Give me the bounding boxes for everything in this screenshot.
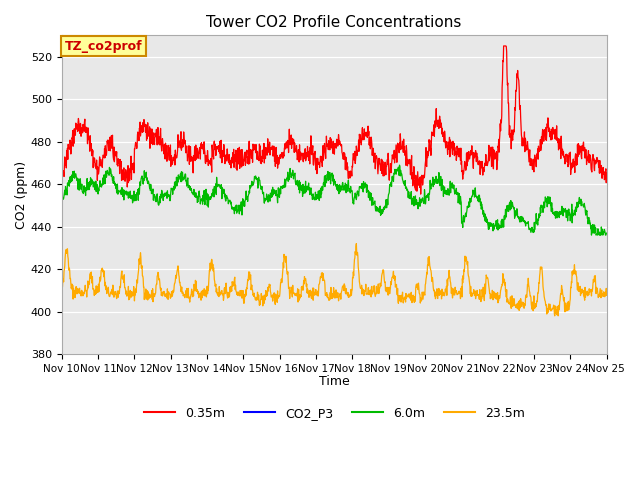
Title: Tower CO2 Profile Concentrations: Tower CO2 Profile Concentrations (207, 15, 462, 30)
X-axis label: Time: Time (319, 375, 349, 388)
Text: TZ_co2prof: TZ_co2prof (65, 40, 142, 53)
Y-axis label: CO2 (ppm): CO2 (ppm) (15, 161, 28, 229)
Legend: 0.35m, CO2_P3, 6.0m, 23.5m: 0.35m, CO2_P3, 6.0m, 23.5m (139, 402, 530, 425)
